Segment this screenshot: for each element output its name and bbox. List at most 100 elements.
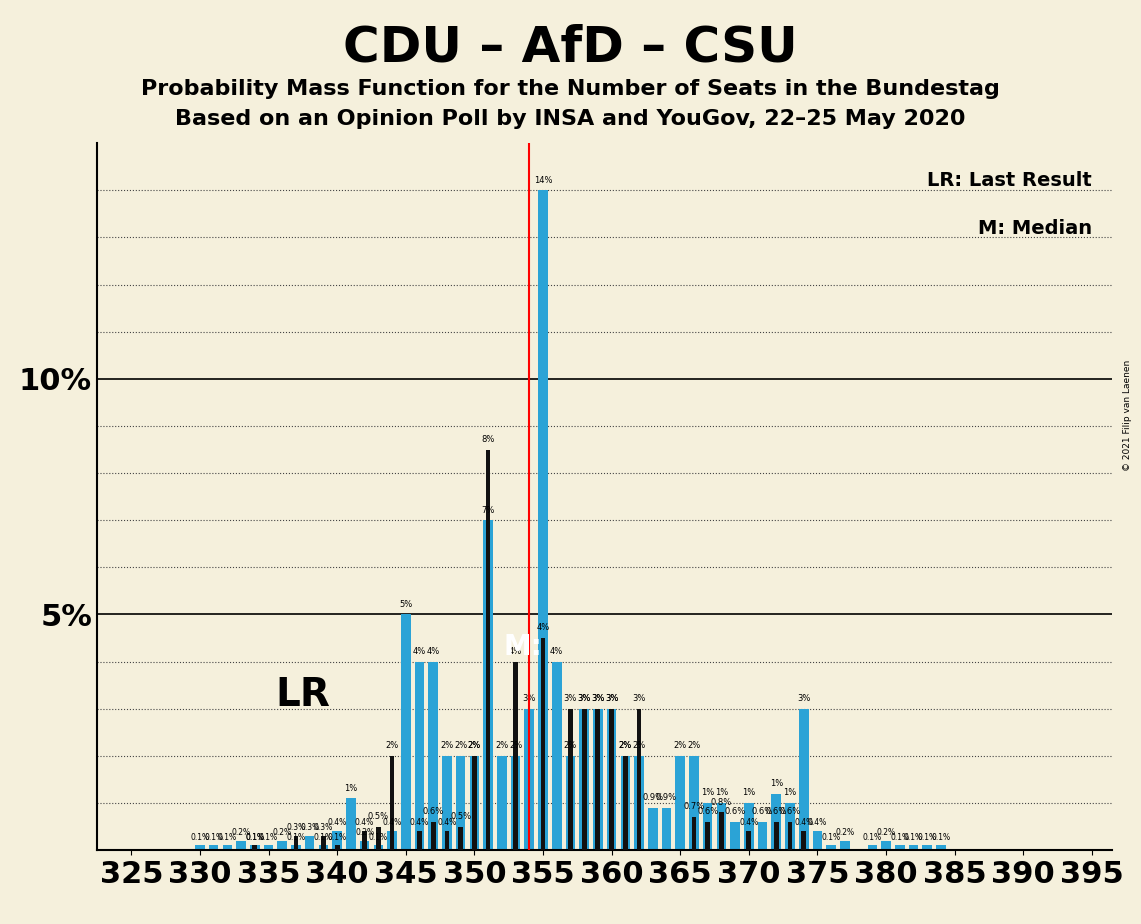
Bar [428, 662, 438, 850]
Text: Based on an Opinion Poll by INSA and YouGov, 22–25 May 2020: Based on an Opinion Poll by INSA and You… [176, 109, 965, 129]
Bar [321, 836, 326, 850]
Text: LR: Last Result: LR: Last Result [928, 172, 1092, 190]
Text: 2%: 2% [687, 741, 701, 750]
Text: 0.3%: 0.3% [314, 823, 333, 833]
Text: 0.1%: 0.1% [218, 833, 237, 842]
Text: 0.1%: 0.1% [917, 833, 937, 842]
Text: 3%: 3% [798, 694, 810, 703]
Text: 2%: 2% [468, 741, 482, 750]
Text: 1%: 1% [701, 788, 714, 797]
Bar [787, 821, 792, 850]
Text: 3%: 3% [564, 694, 577, 703]
Bar [362, 832, 367, 850]
Text: 0.7%: 0.7% [683, 802, 704, 811]
Bar [609, 709, 614, 850]
Bar [414, 662, 424, 850]
Text: 0.6%: 0.6% [697, 808, 719, 816]
Text: 0.4%: 0.4% [808, 819, 827, 828]
Text: 0.3%: 0.3% [286, 823, 306, 833]
Text: 2%: 2% [509, 741, 523, 750]
Bar [346, 798, 356, 850]
Bar [689, 756, 698, 850]
Bar [758, 821, 768, 850]
Bar [334, 845, 340, 850]
Text: 0.6%: 0.6% [752, 808, 774, 816]
Text: M: Median: M: Median [978, 219, 1092, 237]
Bar [895, 845, 905, 850]
Bar [881, 841, 891, 850]
Bar [705, 821, 710, 850]
Bar [445, 832, 450, 850]
Bar [746, 832, 751, 850]
Bar [801, 832, 806, 850]
Text: CDU – AfD – CSU: CDU – AfD – CSU [343, 23, 798, 71]
Bar [771, 794, 782, 850]
Bar [799, 709, 809, 850]
Text: 0.1%: 0.1% [245, 833, 265, 842]
Text: 8%: 8% [482, 435, 495, 444]
Bar [525, 709, 534, 850]
Bar [359, 841, 370, 850]
Text: 0.1%: 0.1% [904, 833, 923, 842]
Text: 0.4%: 0.4% [382, 819, 402, 828]
Text: 0.2%: 0.2% [232, 828, 251, 837]
Text: 1%: 1% [784, 788, 796, 797]
Bar [209, 845, 218, 850]
Bar [703, 803, 712, 850]
Bar [552, 662, 561, 850]
Bar [541, 638, 545, 850]
Bar [389, 756, 395, 850]
Text: 2%: 2% [618, 741, 632, 750]
Text: 4%: 4% [427, 647, 439, 656]
Bar [431, 821, 436, 850]
Bar [621, 756, 630, 850]
Bar [596, 709, 600, 850]
Text: Probability Mass Function for the Number of Seats in the Bundestag: Probability Mass Function for the Number… [141, 79, 1000, 99]
Text: 4%: 4% [413, 647, 426, 656]
Text: 3%: 3% [577, 694, 591, 703]
Text: 0.6%: 0.6% [779, 808, 801, 816]
Text: M:: M: [503, 634, 542, 662]
Text: 0.1%: 0.1% [931, 833, 950, 842]
Bar [691, 817, 696, 850]
Text: 2%: 2% [468, 741, 482, 750]
Bar [826, 845, 836, 850]
Text: 0.4%: 0.4% [437, 819, 456, 828]
Text: 0.8%: 0.8% [711, 797, 733, 807]
Text: 0.1%: 0.1% [259, 833, 278, 842]
Bar [332, 832, 342, 850]
Text: 0.1%: 0.1% [314, 833, 333, 842]
Bar [486, 450, 491, 850]
Text: 0.6%: 0.6% [422, 808, 444, 816]
Bar [634, 756, 644, 850]
Bar [744, 803, 753, 850]
Text: 4%: 4% [550, 647, 564, 656]
Text: 14%: 14% [534, 176, 552, 185]
Text: 0.4%: 0.4% [739, 819, 759, 828]
Text: 0.5%: 0.5% [367, 812, 389, 821]
Text: © 2021 Filip van Laenen: © 2021 Filip van Laenen [1123, 360, 1132, 471]
Bar [264, 845, 274, 850]
Text: 0.9%: 0.9% [642, 793, 663, 802]
Bar [675, 756, 685, 850]
Bar [222, 845, 232, 850]
Bar [305, 836, 315, 850]
Bar [387, 832, 397, 850]
Bar [568, 709, 573, 850]
Text: 0.5%: 0.5% [450, 812, 471, 821]
Text: 3%: 3% [632, 694, 646, 703]
Text: 2%: 2% [454, 741, 468, 750]
Bar [400, 614, 411, 850]
Text: 0.2%: 0.2% [835, 828, 855, 837]
Bar [785, 803, 795, 850]
Bar [867, 845, 877, 850]
Bar [472, 756, 477, 850]
Bar [318, 845, 329, 850]
Text: 3%: 3% [605, 694, 618, 703]
Bar [293, 836, 298, 850]
Bar [459, 827, 463, 850]
Text: 0.2%: 0.2% [355, 828, 374, 837]
Bar [291, 845, 301, 850]
Text: 0.1%: 0.1% [863, 833, 882, 842]
Bar [582, 709, 586, 850]
